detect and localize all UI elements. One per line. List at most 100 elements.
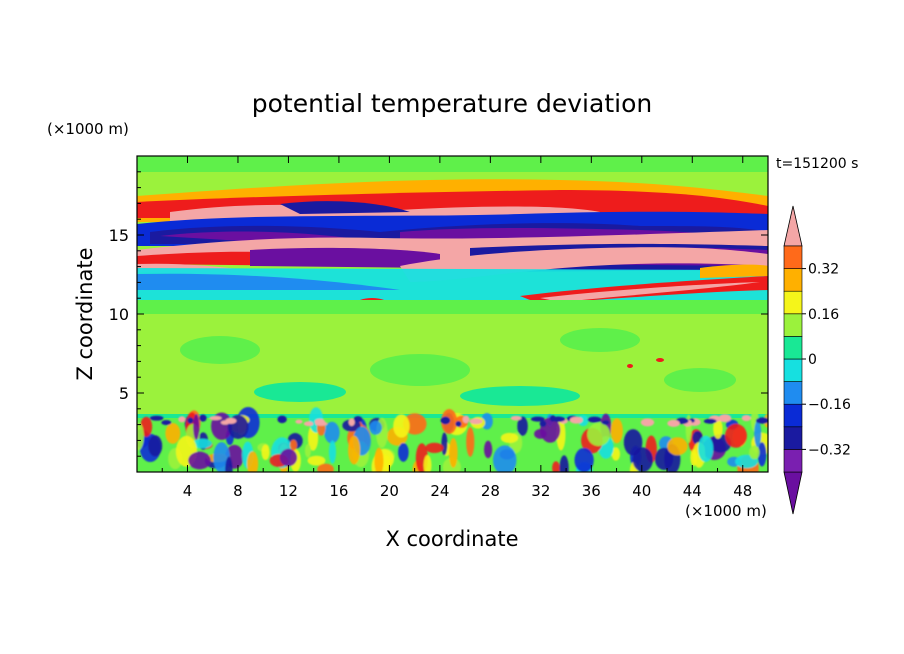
- y-unit-label: (×1000 m): [47, 120, 129, 138]
- field-patch: [749, 445, 760, 460]
- colorbar-segment: [783, 449, 803, 473]
- field-band: [137, 156, 768, 172]
- boundary-layer-patches: [137, 406, 768, 472]
- field-patch: [295, 419, 303, 424]
- field-patch: [137, 422, 144, 451]
- colorbar-min-triangle: [783, 471, 803, 515]
- field-patch: [193, 413, 200, 440]
- field-patch: [466, 427, 475, 457]
- field-patch: [574, 447, 594, 472]
- field-patch: [510, 415, 522, 421]
- x-tick-label: 48: [733, 482, 752, 500]
- y-axis-title: Z coordinate: [73, 247, 97, 380]
- field-patch: [493, 445, 517, 472]
- field-patch: [610, 418, 623, 444]
- field-patch: [460, 386, 580, 406]
- field-patch: [455, 421, 462, 427]
- field-patch: [703, 418, 717, 424]
- x-tick-label: 8: [233, 482, 243, 500]
- field-patch: [725, 423, 747, 448]
- y-tick-label: 15: [109, 226, 129, 245]
- field-patch: [587, 416, 602, 423]
- field-patch: [552, 461, 560, 472]
- x-axis-title: X coordinate: [385, 527, 518, 551]
- field-patch: [180, 336, 260, 364]
- field-patch: [483, 440, 493, 459]
- field-patch: [353, 416, 363, 423]
- field-patch: [423, 455, 432, 472]
- colorbar-segment: [783, 403, 803, 428]
- colorbar-segment: [783, 426, 803, 450]
- field-patch: [741, 414, 752, 422]
- x-tick-label: 40: [632, 482, 651, 500]
- y-tick-label: 10: [109, 305, 129, 324]
- field-patch: [348, 418, 355, 426]
- colorbar-segment: [783, 290, 803, 315]
- field-patch: [569, 416, 583, 424]
- field-patch: [307, 455, 326, 466]
- field-patch: [161, 420, 172, 426]
- field-patch: [755, 417, 768, 424]
- colorbar-tick-label: 0: [808, 352, 817, 368]
- field-patch: [178, 416, 186, 423]
- field-patch: [611, 447, 621, 461]
- x-tick-label: 4: [183, 482, 193, 500]
- field-patch: [654, 447, 674, 470]
- x-tick-label: 36: [582, 482, 601, 500]
- x-tick-label: 20: [380, 482, 399, 500]
- field-patch: [209, 416, 222, 421]
- field-patch: [632, 447, 653, 472]
- field-patch: [559, 455, 569, 472]
- field-patch: [370, 354, 470, 386]
- colorbar-tick-label: 0.16: [808, 307, 839, 323]
- field-patch: [199, 414, 207, 422]
- field-patch: [517, 416, 528, 436]
- field-patch: [757, 442, 767, 467]
- colorbar-segment: [783, 313, 803, 337]
- colorbar-segment: [783, 358, 803, 382]
- field-patch: [279, 448, 298, 467]
- field-patch: [220, 420, 230, 425]
- colorbar-tick-label: −0.32: [808, 442, 851, 458]
- field-patch: [303, 421, 314, 427]
- field-patch: [448, 437, 458, 468]
- field-patch: [149, 415, 164, 421]
- field-patch: [623, 429, 643, 456]
- field-patch: [277, 415, 287, 424]
- x-tick-label: 16: [329, 482, 348, 500]
- field-patch: [254, 382, 346, 402]
- field-patch: [314, 418, 326, 425]
- field-band: [137, 273, 400, 290]
- field-patch: [192, 438, 212, 449]
- x-tick-label: 28: [481, 482, 500, 500]
- colorbar-tick-label: −0.16: [808, 397, 851, 413]
- field-patch: [627, 364, 633, 368]
- field-patch: [667, 419, 680, 427]
- colorbar-segment: [783, 268, 803, 292]
- field-patch: [530, 416, 545, 422]
- field-patch: [398, 443, 409, 462]
- x-axis-ticks: 4 8 12 16 20 24 28 32 36 40 44 48: [161, 156, 752, 500]
- field-patch: [246, 451, 259, 472]
- field-patch: [440, 416, 451, 425]
- field-patch: [393, 414, 410, 438]
- field-patch: [328, 440, 337, 464]
- field-patch: [304, 444, 311, 458]
- field-patch: [718, 414, 732, 423]
- field-patch: [261, 444, 270, 460]
- field-band: [280, 201, 410, 214]
- contour-field: [137, 156, 768, 472]
- field-patch: [289, 439, 298, 451]
- x-tick-label: 12: [279, 482, 298, 500]
- field-patches: [137, 156, 768, 472]
- x-tick-label: 24: [430, 482, 449, 500]
- field-patch: [225, 456, 233, 472]
- field-band: [250, 247, 440, 268]
- field-patch: [462, 415, 470, 424]
- colorbar-max-triangle: [783, 205, 803, 247]
- field-patch: [713, 418, 723, 439]
- field-patch: [640, 418, 655, 427]
- field-patch: [317, 463, 334, 472]
